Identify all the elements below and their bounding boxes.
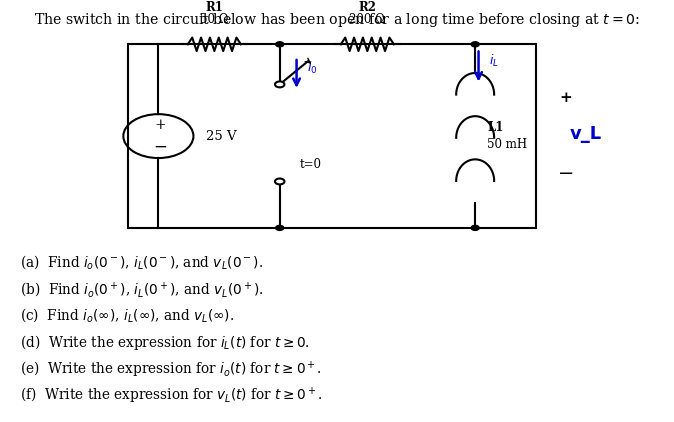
Text: v_L: v_L bbox=[570, 125, 602, 143]
Text: The switch in the circuit below has been open for a long time before closing at : The switch in the circuit below has been… bbox=[34, 11, 640, 29]
Text: (a)  Find $i_o(0^-)$, $i_L(0^-)$, and $v_L(0^-)$.: (a) Find $i_o(0^-)$, $i_L(0^-)$, and $v_… bbox=[20, 253, 264, 271]
Text: +: + bbox=[154, 118, 166, 132]
Circle shape bbox=[276, 42, 284, 47]
Text: 25 V: 25 V bbox=[206, 130, 236, 143]
Text: 200 Ω: 200 Ω bbox=[349, 13, 386, 26]
Text: −: − bbox=[558, 165, 574, 183]
Text: L1: L1 bbox=[487, 121, 503, 134]
Text: $i_L$: $i_L$ bbox=[489, 53, 499, 69]
Text: +: + bbox=[560, 91, 572, 105]
Text: 50 Ω: 50 Ω bbox=[200, 13, 228, 26]
Text: (e)  Write the expression for $i_o(t)$ for $t \geq 0^+$.: (e) Write the expression for $i_o(t)$ fo… bbox=[20, 360, 322, 380]
Text: (b)  Find $i_o(0^+)$, $i_L(0^+)$, and $v_L(0^+)$.: (b) Find $i_o(0^+)$, $i_L(0^+)$, and $v_… bbox=[20, 280, 264, 299]
Text: −: − bbox=[154, 139, 167, 156]
Text: (d)  Write the expression for $i_L(t)$ for $t \geq 0$.: (d) Write the expression for $i_L(t)$ fo… bbox=[20, 333, 310, 352]
Text: R1: R1 bbox=[206, 1, 223, 14]
Circle shape bbox=[275, 179, 284, 184]
Text: (c)  Find $i_o(\infty)$, $i_L(\infty)$, and $v_L(\infty)$.: (c) Find $i_o(\infty)$, $i_L(\infty)$, a… bbox=[20, 306, 235, 324]
Circle shape bbox=[276, 225, 284, 230]
Text: (f)  Write the expression for $v_L(t)$ for $t \geq 0^+$.: (f) Write the expression for $v_L(t)$ fo… bbox=[20, 386, 323, 406]
Text: 50 mH: 50 mH bbox=[487, 138, 528, 151]
Text: R2: R2 bbox=[359, 1, 376, 14]
Text: $i_0$: $i_0$ bbox=[307, 60, 317, 76]
Circle shape bbox=[471, 42, 479, 47]
Circle shape bbox=[471, 225, 479, 230]
Text: t=0: t=0 bbox=[300, 158, 322, 171]
Circle shape bbox=[275, 81, 284, 87]
